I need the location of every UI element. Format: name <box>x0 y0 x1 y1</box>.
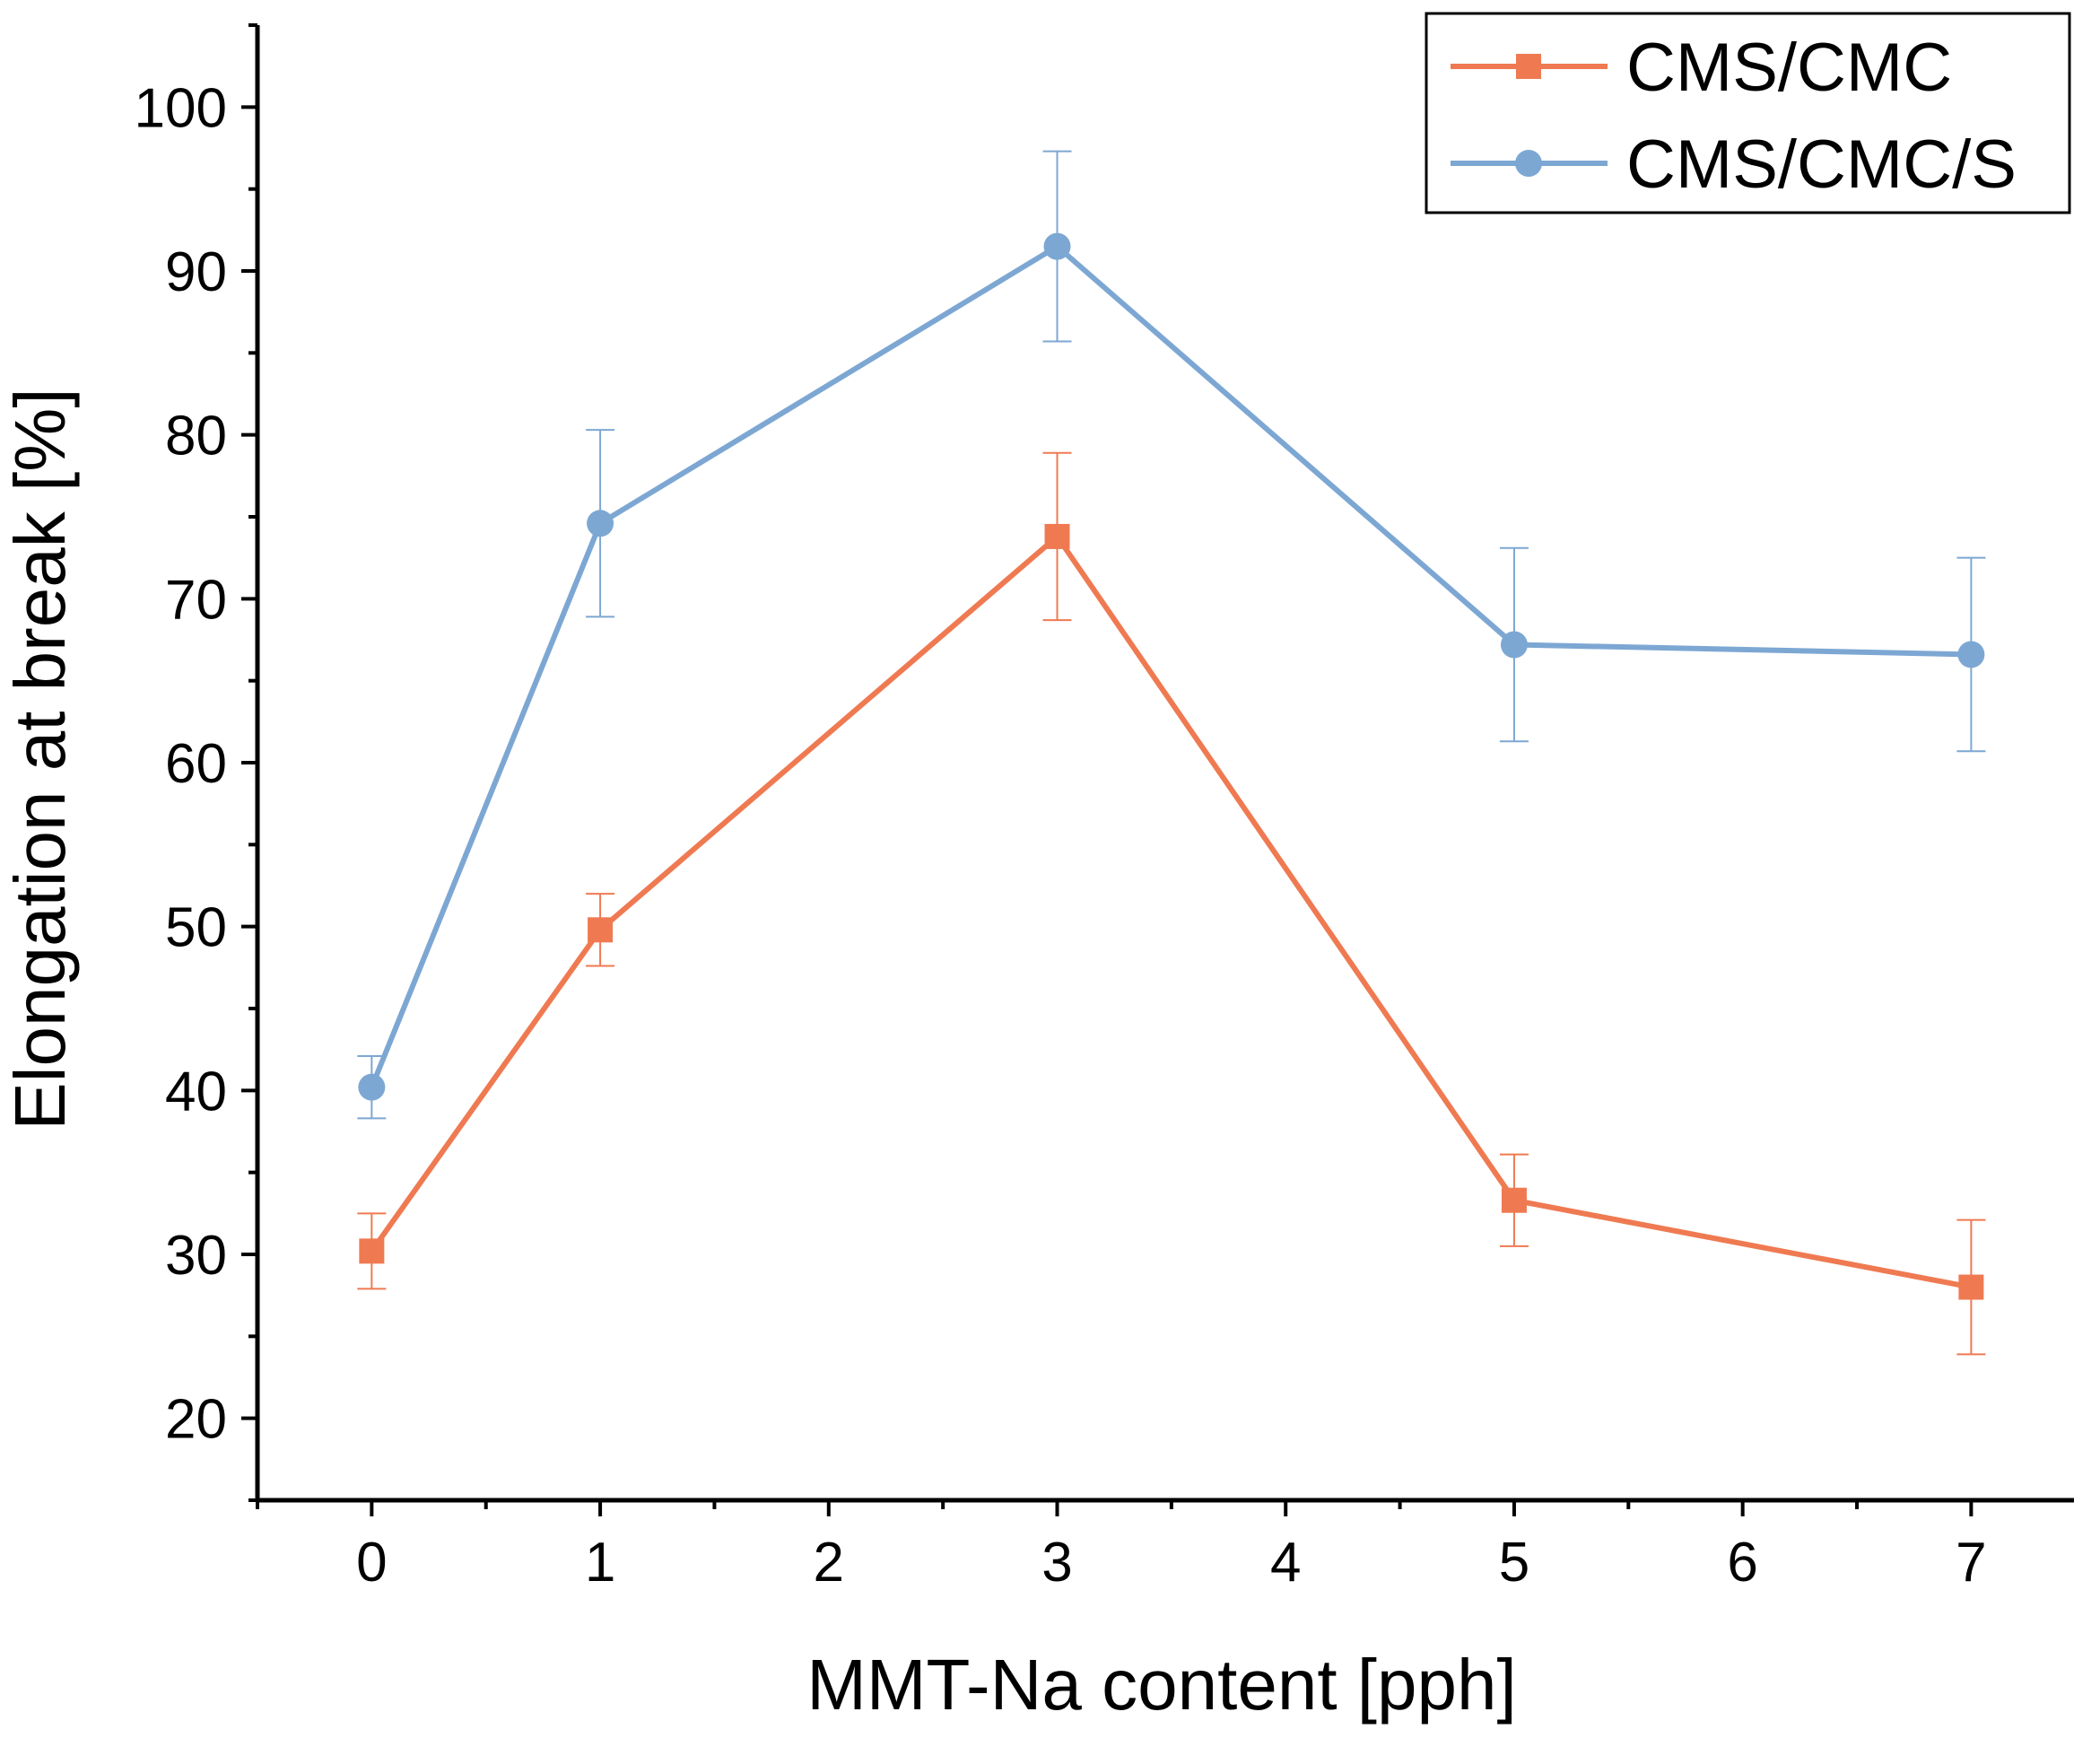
data-point <box>587 510 614 537</box>
y-tick-label: 50 <box>165 897 227 959</box>
x-tick-label: 3 <box>1041 1532 1072 1594</box>
series-line <box>369 243 1972 1088</box>
legend-label: CMS/CMC <box>1626 30 1952 106</box>
data-point <box>359 1238 385 1264</box>
series-cms-cmc-s <box>357 150 1986 1120</box>
legend-marker <box>1516 54 1541 79</box>
data-point <box>1957 641 1985 668</box>
data-point <box>358 1073 386 1101</box>
x-axis-label: MMT-Na content [pph] <box>806 1645 1516 1725</box>
series-cms-cmc <box>357 451 1986 1356</box>
y-tick-label: 100 <box>135 77 227 139</box>
x-tick-label: 6 <box>1727 1532 1757 1594</box>
x-tick-label: 0 <box>356 1532 387 1594</box>
data-point <box>1501 1187 1527 1213</box>
x-tick-label: 1 <box>585 1532 615 1594</box>
legend-label: CMS/CMC/S <box>1626 127 2017 203</box>
x-tick-label: 7 <box>1956 1532 1986 1594</box>
y-tick-label: 60 <box>165 733 227 795</box>
x-tick-label: 2 <box>814 1532 844 1594</box>
data-point <box>1044 523 1070 549</box>
y-tick-label: 30 <box>165 1225 227 1287</box>
y-tick-label: 70 <box>165 569 227 631</box>
y-tick-label: 20 <box>165 1389 227 1451</box>
data-point <box>588 917 614 943</box>
legend: CMS/CMC CMS/CMC/S <box>1425 12 2071 214</box>
data-point <box>1043 232 1071 260</box>
x-tick-label: 4 <box>1270 1532 1301 1594</box>
series-layer <box>357 150 1986 1356</box>
data-point <box>1958 1274 1984 1300</box>
x-tick-label: 5 <box>1499 1532 1529 1594</box>
y-tick-label: 90 <box>165 241 227 303</box>
y-axis-label: Elongation at break [%] <box>0 388 80 1130</box>
legend-marker <box>1515 150 1542 177</box>
legend-box <box>1425 12 2071 214</box>
axes: 20 30 40 50 60 70 80 90 100 0 1 2 3 4 5 6 7 <box>135 23 2074 1594</box>
y-tick-label: 80 <box>165 406 227 467</box>
y-tick-label: 40 <box>165 1061 227 1122</box>
data-point <box>1500 631 1528 659</box>
